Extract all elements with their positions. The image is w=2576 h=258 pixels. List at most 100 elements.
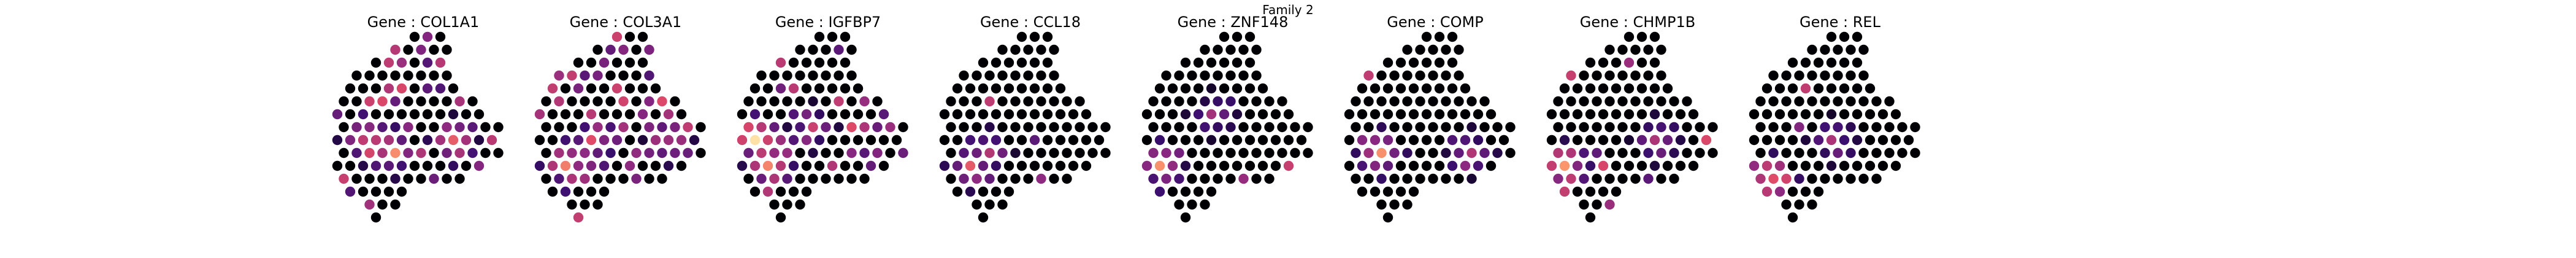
spot-marker: [1029, 31, 1040, 42]
spot-marker: [1376, 122, 1387, 133]
spot-marker: [1761, 135, 1773, 146]
spot-marker: [1755, 147, 1766, 158]
spot-marker: [422, 57, 433, 68]
spot-marker: [1761, 109, 1773, 120]
spot-marker: [1656, 147, 1666, 158]
spot-marker: [853, 135, 864, 146]
spot-marker: [1839, 31, 1850, 42]
spot-marker: [403, 173, 413, 184]
spot-marker: [749, 109, 761, 120]
spot-marker: [1174, 173, 1184, 184]
spot-marker: [409, 31, 420, 42]
spot-marker: [1636, 109, 1647, 120]
spot-marker: [1154, 109, 1165, 120]
spot-marker: [1421, 83, 1432, 94]
spot-marker: [383, 135, 394, 146]
spot-marker: [1492, 147, 1503, 158]
spot-marker: [1200, 122, 1210, 133]
spot-marker: [637, 83, 648, 94]
spot-marker: [631, 96, 642, 107]
spot-marker: [1852, 31, 1863, 42]
spot-marker: [1141, 135, 1152, 146]
spot-marker: [567, 173, 577, 184]
spot-marker: [1479, 96, 1490, 107]
spot-marker: [1903, 135, 1914, 146]
spot-marker: [547, 135, 558, 146]
panel-title: Gene : ZNF148: [1135, 14, 1331, 31]
spot-marker: [403, 70, 413, 81]
spot-marker: [1277, 96, 1287, 107]
spot-marker: [1498, 135, 1509, 146]
spot-marker: [1206, 57, 1217, 68]
spot-marker: [1382, 212, 1393, 223]
spot-marker: [1238, 173, 1249, 184]
spot-marker: [473, 160, 485, 171]
spatial-scatter: [534, 31, 706, 223]
panel-gene-name: COL1A1: [420, 14, 480, 31]
spot-marker: [637, 57, 648, 68]
panel-gene-name: CHMP1B: [1633, 14, 1696, 31]
spot-marker: [885, 147, 895, 158]
spot-marker: [1447, 57, 1458, 68]
spot-marker: [1180, 186, 1191, 197]
spot-marker: [370, 135, 381, 146]
spot-marker: [560, 83, 571, 94]
spot-marker: [1036, 44, 1046, 55]
spot-marker: [429, 44, 439, 55]
spot-marker: [775, 109, 786, 120]
spot-marker: [370, 186, 381, 197]
spot-marker: [1193, 57, 1204, 68]
panel-title-prefix: Gene :: [1579, 14, 1633, 31]
spot-marker: [1454, 122, 1464, 133]
spot-marker: [1479, 122, 1490, 133]
spot-marker: [1049, 44, 1059, 55]
spot-marker: [859, 96, 870, 107]
spot-marker: [1238, 96, 1249, 107]
spot-marker: [1623, 83, 1635, 94]
spot-marker: [1225, 70, 1236, 81]
spot-marker: [1820, 44, 1830, 55]
spot-marker: [1781, 122, 1792, 133]
spot-marker: [442, 122, 452, 133]
spot-marker: [814, 109, 825, 120]
spot-marker: [965, 109, 976, 120]
spot-marker: [370, 109, 381, 120]
spot-marker: [1820, 147, 1830, 158]
gene-panel-znf148: Gene : ZNF148: [1135, 0, 1331, 258]
spot-marker: [650, 160, 661, 171]
spot-marker: [788, 135, 799, 146]
spot-marker: [1434, 160, 1445, 171]
spatial-scatter: [939, 31, 1111, 223]
spot-marker: [1363, 96, 1374, 107]
spot-marker: [448, 160, 459, 171]
spot-marker: [1585, 212, 1596, 223]
spot-marker: [624, 31, 635, 42]
spot-marker: [1572, 160, 1583, 171]
spot-marker: [1402, 173, 1413, 184]
spot-marker: [1200, 96, 1210, 107]
spot-marker: [1200, 199, 1210, 210]
panel-gene-name: COL3A1: [623, 14, 682, 31]
spot-marker: [1755, 173, 1766, 184]
spot-marker: [683, 147, 693, 158]
spot-marker: [939, 135, 950, 146]
spot-marker: [422, 31, 433, 42]
spot-marker: [1225, 173, 1236, 184]
spot-marker: [1062, 147, 1072, 158]
spot-marker: [1238, 147, 1249, 158]
spot-marker: [358, 109, 369, 120]
spot-marker: [1630, 44, 1641, 55]
spot-marker: [762, 109, 773, 120]
spot-marker: [370, 160, 381, 171]
spot-marker: [1187, 173, 1197, 184]
spot-marker: [473, 135, 485, 146]
spot-marker: [1036, 70, 1046, 81]
spot-marker: [618, 96, 629, 107]
spot-marker: [1290, 122, 1300, 133]
spot-marker: [1579, 199, 1589, 210]
panel-title: Gene : CHMP1B: [1539, 14, 1736, 31]
spot-marker: [442, 44, 452, 55]
spot-marker: [1010, 147, 1021, 158]
spatial-scatter: [332, 31, 504, 223]
spot-marker: [364, 96, 375, 107]
